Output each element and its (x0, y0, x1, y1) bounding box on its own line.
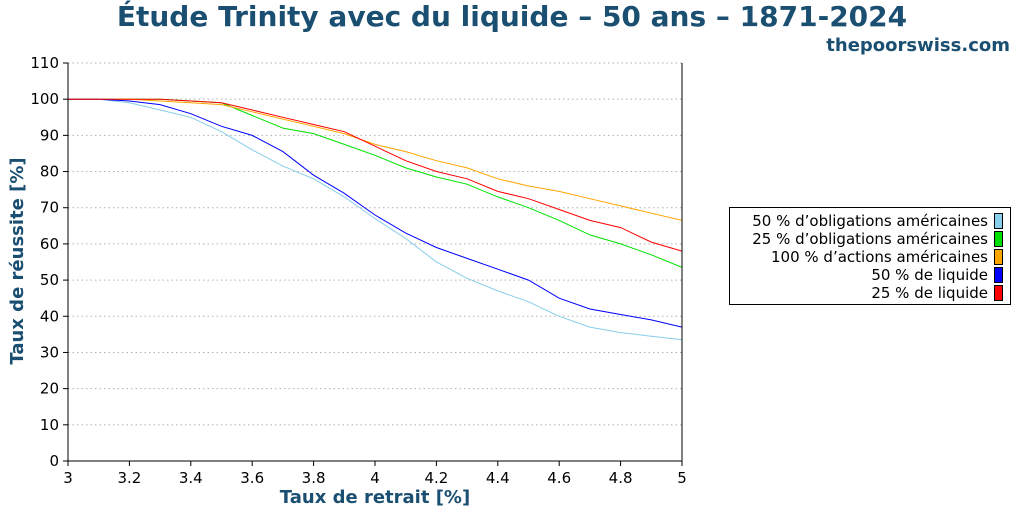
series-lines (68, 98, 683, 341)
legend-swatch-green (994, 231, 1003, 247)
legend: 50 % d’obligations américaines 25 % d’ob… (729, 207, 1011, 305)
site-name: thepoorswiss.com (826, 35, 1010, 56)
tick-labels: 0 10 20 30 40 50 60 70 80 90 100 110 3 3.2 3.4 3.6 3.8 4 4… (30, 54, 686, 487)
x-tick-label: 3.2 (117, 469, 141, 487)
x-tick-label: 4.4 (486, 469, 510, 487)
legend-label: 25 % d’obligations américaines (752, 230, 988, 248)
y-axis-label: Taux de réussite [%] (7, 157, 28, 364)
y-tick-label: 80 (40, 163, 59, 181)
chart-title: Étude Trinity avec du liquide – 50 ans –… (116, 0, 908, 33)
legend-label: 50 % de liquide (871, 266, 988, 284)
y-tick-label: 110 (30, 54, 59, 72)
y-tick-label: 30 (40, 343, 59, 361)
legend-swatch-orange (994, 249, 1003, 265)
legend-item-50-liquide: 50 % de liquide (871, 266, 1003, 284)
y-tick-label: 50 (40, 271, 59, 289)
y-tick-label: 60 (40, 235, 59, 253)
x-tick-label: 4 (370, 469, 380, 487)
legend-item-100-actions: 100 % d’actions américaines (771, 248, 1003, 266)
x-tick-label: 3.6 (240, 469, 264, 487)
y-tick-label: 100 (30, 90, 59, 108)
series-line-4 (68, 98, 683, 252)
legend-label: 25 % de liquide (871, 284, 988, 302)
axes (63, 62, 683, 466)
y-tick-label: 70 (40, 199, 59, 217)
series-line-3 (68, 98, 683, 328)
y-tick-label: 40 (40, 307, 59, 325)
x-tick-label: 5 (677, 469, 687, 487)
series-line-1 (68, 98, 683, 268)
series-line-2 (68, 98, 683, 221)
y-tick-label: 20 (40, 380, 59, 398)
x-tick-label: 3 (63, 469, 73, 487)
legend-item-50-obligations: 50 % d’obligations américaines (752, 212, 1003, 230)
y-tick-label: 10 (40, 416, 59, 434)
x-tick-label: 4.2 (424, 469, 448, 487)
grid-lines (68, 62, 682, 426)
x-tick-label: 3.8 (302, 469, 326, 487)
legend-label: 50 % d’obligations américaines (752, 212, 988, 230)
series-line-0 (68, 98, 683, 341)
legend-swatch-blue (994, 267, 1003, 283)
legend-swatch-light-blue (994, 213, 1003, 229)
y-tick-label: 0 (49, 452, 59, 470)
legend-item-25-liquide: 25 % de liquide (871, 284, 1003, 302)
legend-label: 100 % d’actions américaines (771, 248, 988, 266)
x-tick-label: 3.4 (179, 469, 203, 487)
x-tick-label: 4.6 (547, 469, 571, 487)
legend-item-25-obligations: 25 % d’obligations américaines (752, 230, 1003, 248)
y-tick-label: 90 (40, 126, 59, 144)
x-axis-label: Taux de retrait [%] (280, 487, 470, 508)
x-tick-label: 4.8 (609, 469, 633, 487)
legend-swatch-red (994, 285, 1003, 301)
